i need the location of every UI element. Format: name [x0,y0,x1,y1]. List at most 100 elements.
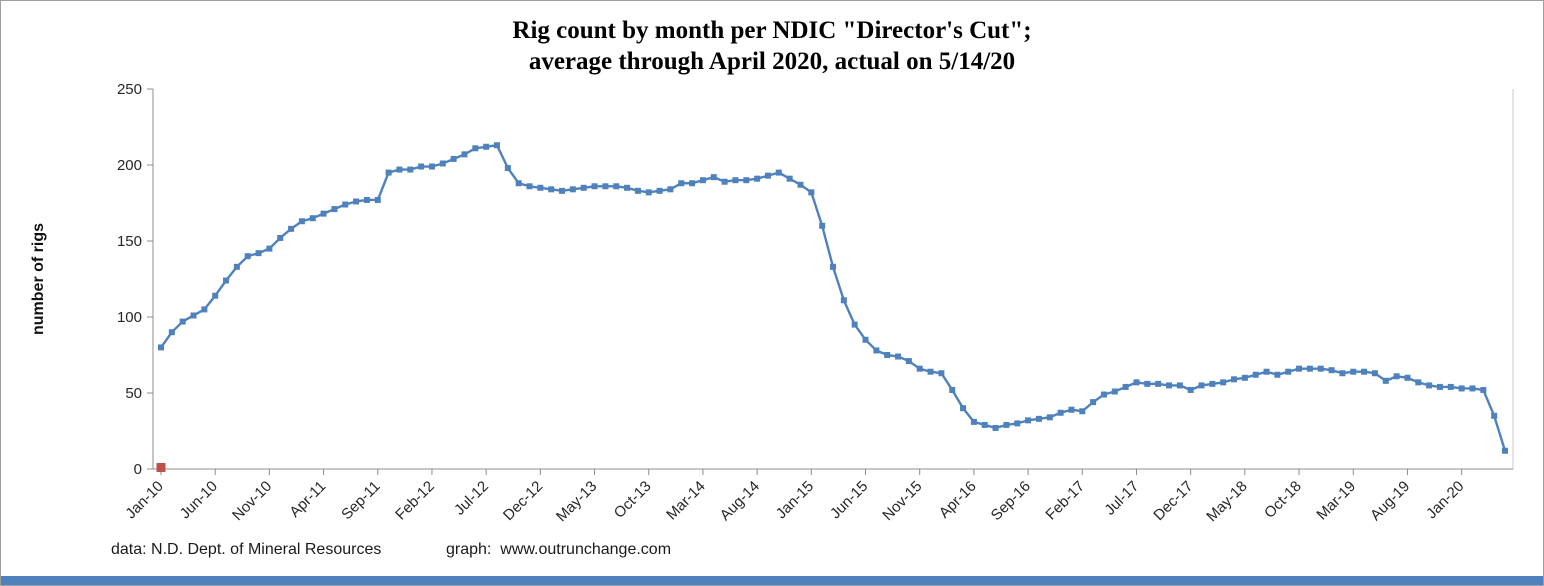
graph-credit: graph: www.outrunchange.com [446,541,672,558]
y-tick-label: 0 [134,461,142,478]
x-tick-label: Nov-10 [229,478,275,524]
data-point [927,368,934,375]
data-point [1198,382,1205,389]
data-point [396,166,403,173]
data-point [1371,370,1378,377]
data-point [905,358,912,365]
data-point [949,386,956,393]
data-point [233,263,240,270]
x-tick-label: Dec-17 [1150,478,1196,524]
data-point [309,215,316,222]
x-tick-label: Oct-13 [611,478,655,522]
data-point [158,344,164,351]
data-point [699,177,706,184]
x-tick-label: Jul-12 [451,478,492,519]
data-point [298,218,305,225]
x-tick-label: Sep-16 [988,478,1034,524]
chart-title-line2: average through April 2020, actual on 5/… [528,48,1016,75]
data-point [1166,382,1172,389]
data-point [1404,374,1411,381]
data-point [916,365,923,372]
data-point [331,206,338,213]
y-tick-label: 200 [117,157,142,174]
data-point [1133,379,1140,386]
data-point [1285,368,1292,375]
data-point [1241,374,1248,381]
data-point [428,163,435,170]
data-point [1209,380,1216,387]
x-tick-label: Sep-11 [338,478,383,523]
data-point [374,196,381,203]
data-point [1306,365,1313,372]
data-point [732,177,739,184]
data-point [992,424,999,431]
data-point [1296,365,1303,372]
data-point [494,142,500,149]
data-point [1361,368,1368,375]
data-point [1100,391,1107,398]
data-point [895,353,902,360]
x-tick-label: Mar-14 [663,478,709,524]
data-point [1436,383,1443,390]
data-point [363,196,370,203]
x-tick-label: Aug-14 [717,478,763,524]
x-tick-label: Mar-19 [1313,478,1359,524]
data-point [613,183,620,190]
data-point [1263,368,1270,375]
x-tick-label: Feb-17 [1042,478,1088,524]
data-point [472,145,479,152]
data-point [580,184,587,191]
y-axis-title: number of rigs [30,223,47,335]
y-tick-label: 250 [117,81,142,98]
data-point [710,174,717,181]
data-point [602,183,609,190]
data-point [1339,370,1346,377]
data-point [1447,383,1454,390]
data-point [407,166,414,173]
data-point [1079,408,1086,415]
data-point [255,250,262,257]
data-point [884,352,891,358]
data-point [1317,365,1324,372]
data-point [179,318,186,325]
data-point [656,187,663,194]
chart-title-line1: Rig count by month per NDIC "Director's … [512,17,1032,44]
data-point [1111,388,1118,395]
data-point [775,169,782,176]
bottom-accent-bar [1,576,1543,585]
data-point [645,189,652,196]
data-point [320,210,327,217]
data-point [504,165,511,172]
data-point [862,336,869,343]
x-tick-label: Jun-10 [177,478,221,522]
y-tick-label: 100 [117,309,142,326]
data-point [1415,379,1422,386]
data-point [1220,379,1227,386]
data-point [559,187,566,194]
x-tick-label: Jul-17 [1101,478,1142,519]
data-point [1057,409,1064,416]
data-point [515,180,522,187]
data-point [1350,368,1357,375]
chart-footer: data: N.D. Dept. of Mineral Resources gr… [1,541,1543,565]
data-point [938,370,945,377]
x-tick-label: Dec-12 [500,478,546,524]
data-point [201,306,208,313]
x-tick-label: May-18 [1203,478,1250,525]
data-point [840,297,847,304]
data-point [1176,382,1183,389]
data-point [808,189,815,196]
data-point [1090,399,1097,406]
data-point [819,222,826,229]
x-tick-label: Feb-12 [392,478,438,524]
data-point [212,292,219,299]
data-point [1252,371,1259,378]
data-point [439,160,446,167]
data-point [385,169,392,176]
data-point [1393,373,1400,380]
data-point [624,184,631,191]
data-point [1046,414,1053,421]
data-point [1426,382,1433,389]
